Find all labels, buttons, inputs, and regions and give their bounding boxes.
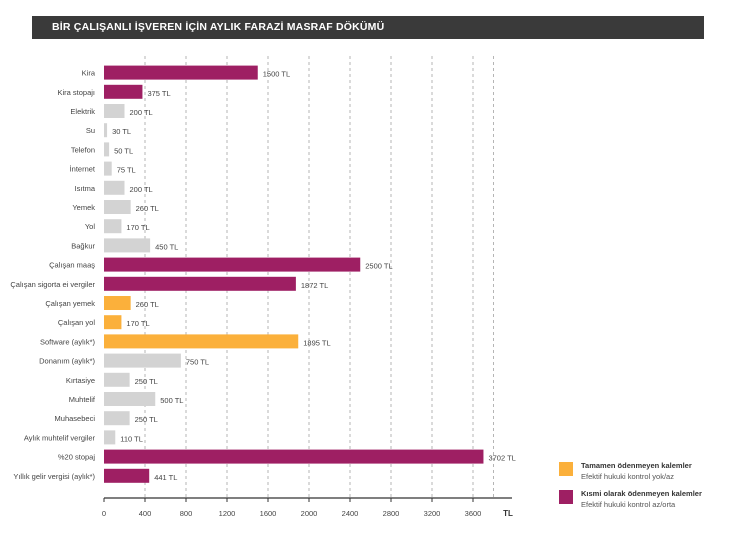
bar [104,104,125,118]
bar [104,468,150,483]
category-label: Kira [82,69,96,78]
legend-title: Tamamen ödenmeyen kalemler [581,461,692,470]
bar [104,123,108,138]
value-label: 200 TL [130,185,153,194]
category-label: Yol [85,222,95,231]
bar [104,238,151,253]
category-label: Muhasebeci [55,414,96,423]
category-label: Su [86,126,95,135]
value-label: 260 TL [136,300,159,309]
category-label: Yıllık gelir vergisi (aylık*) [13,472,95,481]
x-tick-label: 400 [139,509,152,518]
value-label: 1872 TL [301,281,328,290]
category-label: Kırtasiye [66,376,95,385]
category-label: Software (aylık*) [40,337,96,346]
value-label: 450 TL [155,242,178,251]
value-label: 1895 TL [303,338,330,347]
x-tick-label: 2000 [301,509,318,518]
category-label: Donanım (aylık*) [39,357,95,366]
value-label: 3702 TL [488,454,515,463]
value-label: 375 TL [147,89,170,98]
bar [104,449,484,464]
bar [104,276,296,291]
bar [104,296,131,310]
value-label: 500 TL [160,396,183,405]
bar [104,372,130,387]
value-label: 50 TL [114,146,133,155]
x-tick-label: 3200 [424,509,441,518]
bar [104,200,131,214]
category-label: Telefon [71,145,95,154]
legend-title: Kısmi olarak ödenmeyen kalemler [581,489,702,498]
value-label: 1500 TL [263,70,290,79]
value-label: 250 TL [135,377,158,386]
chart-title: BİR ÇALIŞANLI İŞVEREN İÇİN AYLIK FARAZİ … [52,21,385,33]
value-label: 170 TL [126,223,149,232]
legend-swatch-partial [559,490,573,504]
category-label: Kira stopajı [57,88,95,97]
value-label: 110 TL [120,434,143,443]
value-label: 2500 TL [365,262,392,271]
x-tick-label: 1200 [219,509,236,518]
category-label: Yemek [72,203,95,212]
category-label: Muhtelif [69,395,96,404]
x-axis-label: TL [503,509,513,518]
bar [104,219,122,234]
x-tick-label: 0 [102,509,106,518]
value-label: 441 TL [154,473,177,482]
category-label: Isıtma [75,184,96,193]
value-label: 170 TL [126,319,149,328]
bar [104,142,110,157]
legend-subtitle: Efektif hukuki kontrol az/orta [581,500,676,509]
value-label: 30 TL [112,127,131,136]
bar [104,161,112,176]
title-bar: BİR ÇALIŞANLI İŞVEREN İÇİN AYLIK FARAZİ … [32,16,704,39]
category-label: %20 stopaj [58,453,95,462]
value-label: 75 TL [117,166,136,175]
bar [104,430,116,445]
category-label: Bağkur [71,241,95,250]
x-tick-label: 2800 [383,509,400,518]
bar [104,334,299,349]
x-tick-label: 800 [180,509,193,518]
bar [104,392,156,406]
category-label: Çalışan sigorta ei vergiler [10,280,95,289]
category-label: Aylık muhtelif vergiler [24,433,96,442]
x-tick-label: 2400 [342,509,359,518]
bar [104,84,143,99]
bar [104,315,122,330]
category-label: Çalışan maaş [49,261,95,270]
value-label: 200 TL [130,108,153,117]
category-label: Elektrik [70,107,95,116]
bar [104,257,361,272]
category-label: Çalışan yol [58,318,95,327]
x-tick-label: 3600 [465,509,482,518]
bar [104,411,130,426]
legend-subtitle: Efektif hukuki kontrol yok/az [581,472,674,481]
bar [104,65,258,80]
category-label: İnternet [70,165,96,174]
x-tick-label: 1600 [260,509,277,518]
category-label: Çalışan yemek [45,299,95,308]
legend-swatch-full [559,462,573,476]
bar [104,180,125,195]
value-label: 250 TL [135,415,158,424]
value-label: 260 TL [136,204,159,213]
value-label: 750 TL [186,358,209,367]
bar [104,353,181,368]
